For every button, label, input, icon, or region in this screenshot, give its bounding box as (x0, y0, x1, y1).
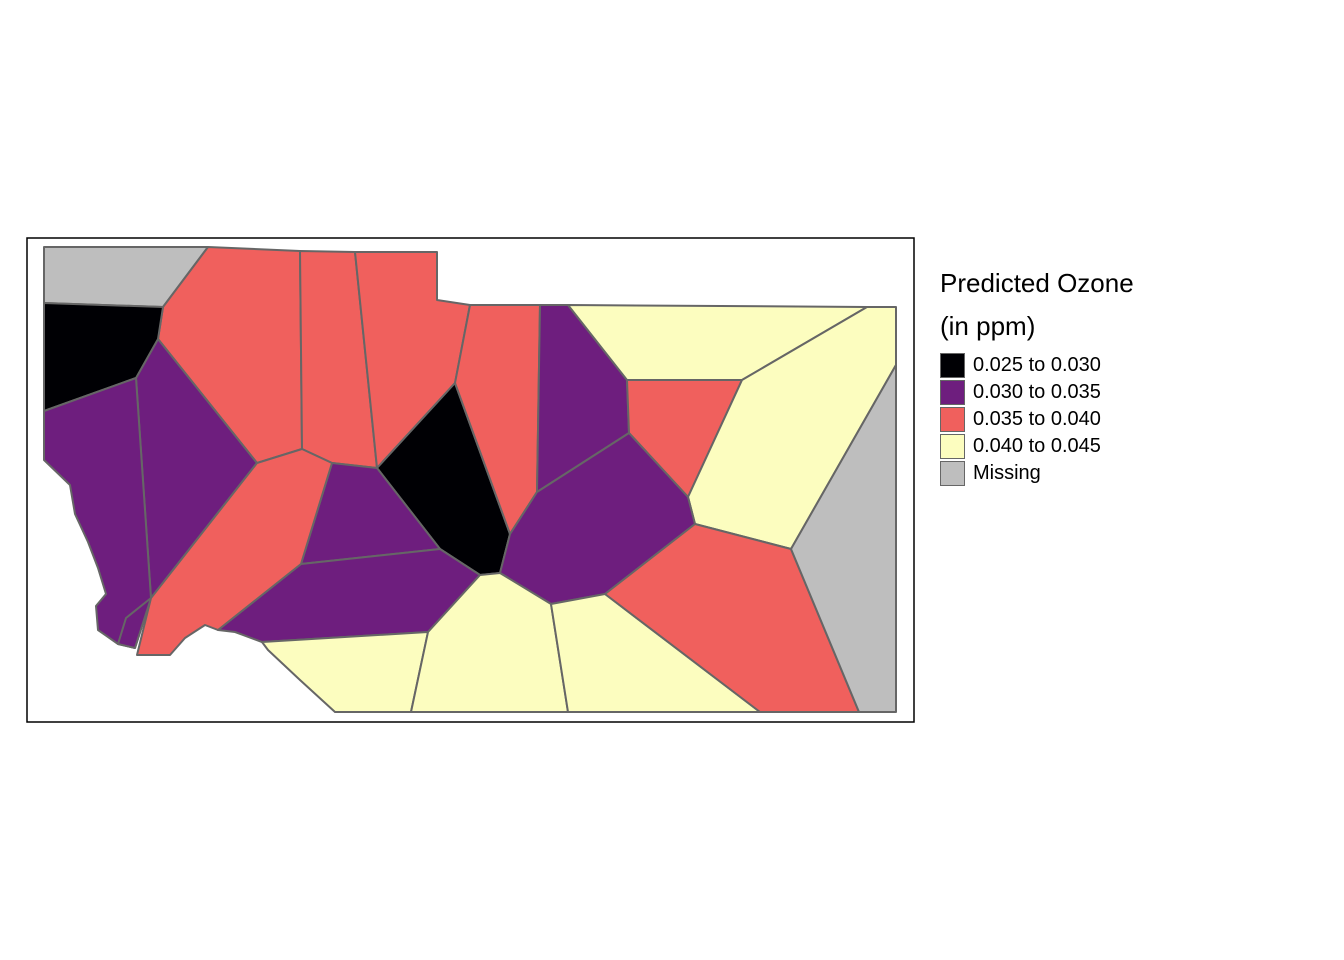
legend-label: 0.040 to 0.045 (973, 435, 1101, 457)
region-west-upper (43, 302, 164, 412)
legend-title-line1: Predicted Ozone (940, 268, 1134, 298)
region-harbor-red (136, 448, 333, 656)
legend-swatch (940, 353, 965, 378)
legend-swatch (940, 407, 965, 432)
legend-item: 0.030 to 0.035 (940, 379, 1134, 406)
legend-label: 0.035 to 0.040 (973, 408, 1101, 430)
legend-swatch (940, 434, 965, 459)
legend-item: 0.040 to 0.045 (940, 433, 1134, 460)
legend-item: 0.035 to 0.040 (940, 406, 1134, 433)
legend-label: Missing (973, 462, 1041, 484)
legend-item: Missing (940, 460, 1134, 487)
region-harbor-purple (117, 597, 152, 649)
legend-item: 0.025 to 0.030 (940, 352, 1134, 379)
legend-label: 0.030 to 0.035 (973, 381, 1101, 403)
map-regions (43, 246, 897, 713)
region-east-corner (790, 364, 897, 713)
legend-items: 0.025 to 0.030 0.030 to 0.035 0.035 to 0… (940, 352, 1134, 487)
legend-title-line2: (in ppm) (940, 311, 1036, 341)
legend-swatch (940, 380, 965, 405)
legend-label: 0.025 to 0.030 (973, 354, 1101, 376)
map-legend: Predicted Ozone (in ppm) 0.025 to 0.030 … (940, 262, 1134, 487)
legend-swatch (940, 461, 965, 486)
